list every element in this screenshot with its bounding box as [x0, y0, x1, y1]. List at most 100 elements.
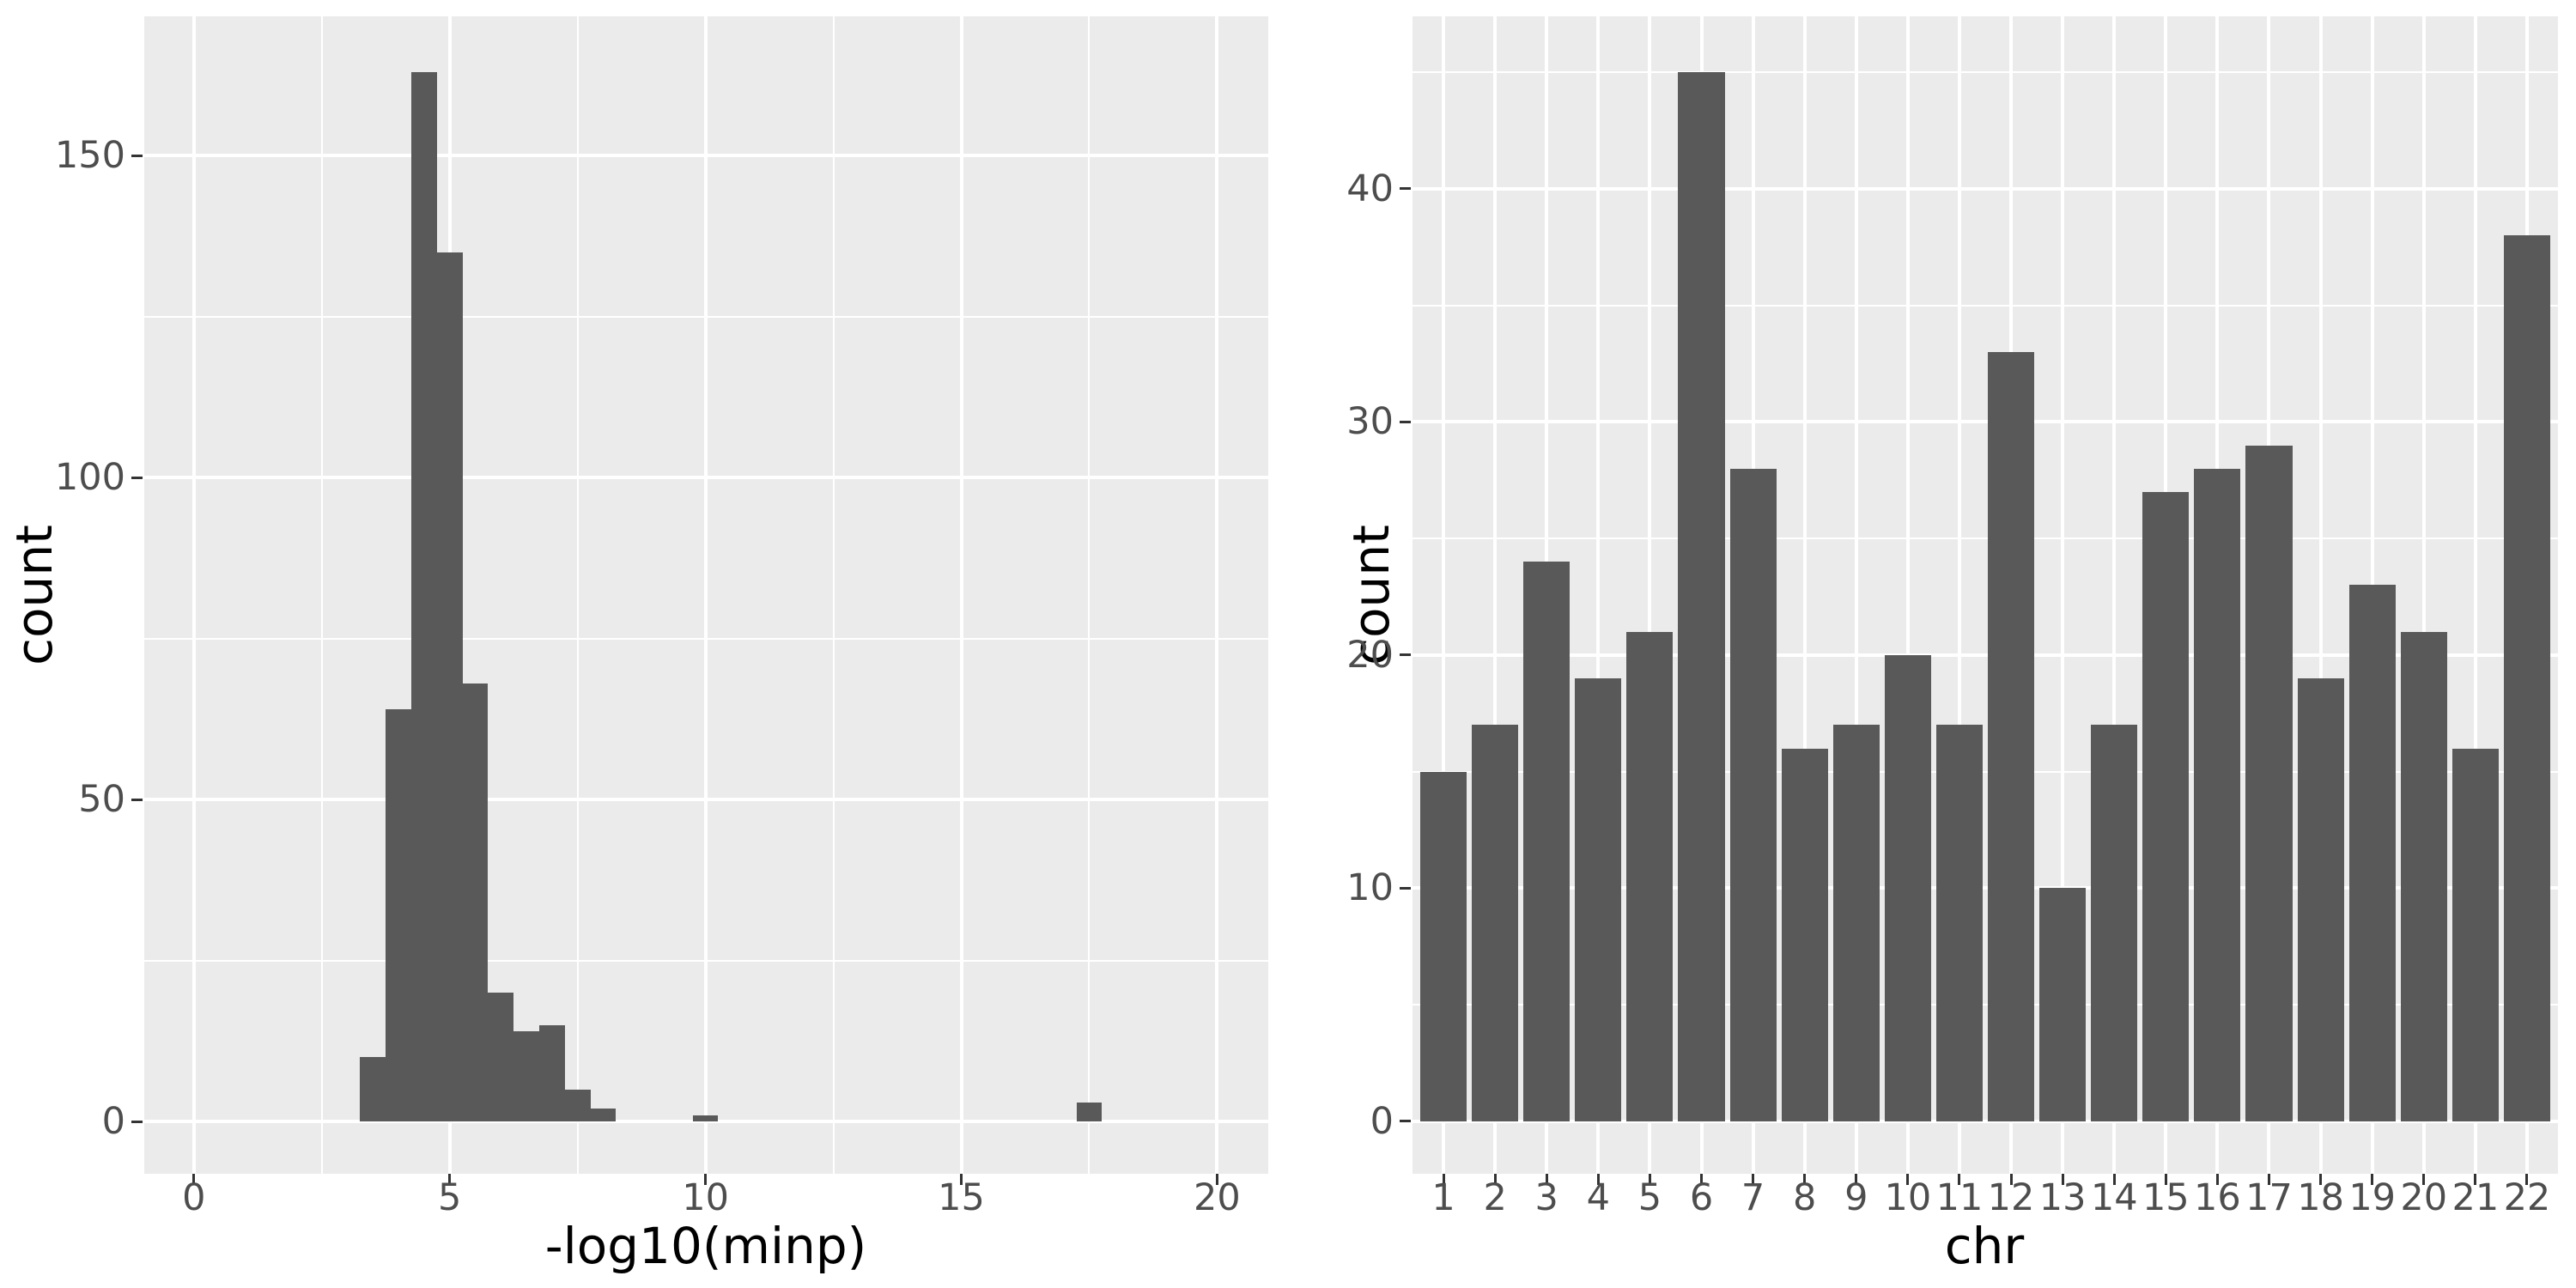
x-tick-mark [1906, 1174, 1910, 1185]
x-tick-label: 19 [2348, 1176, 2397, 1219]
x-tick-label: 20 [2400, 1176, 2448, 1219]
x-tick-label: 4 [1586, 1176, 1610, 1219]
x-tick-mark [1545, 1174, 1548, 1185]
x-minor-gridline [832, 16, 835, 1174]
x-major-gridline [1215, 16, 1219, 1174]
category-bar [1472, 725, 1519, 1121]
left-y-axis-title: count [5, 525, 64, 665]
x-tick-mark [704, 1174, 708, 1185]
x-tick-label: 21 [2451, 1176, 2500, 1219]
y-tick-label: 100 [54, 456, 125, 499]
y-minor-gridline [1413, 538, 2558, 540]
x-tick-label: 7 [1741, 1176, 1765, 1219]
x-tick-mark [2215, 1174, 2219, 1185]
x-major-gridline [2112, 16, 2117, 1174]
x-tick-mark [960, 1174, 963, 1185]
histogram-bar [386, 709, 411, 1121]
y-tick-label: 150 [54, 134, 125, 177]
x-tick-label: 15 [2142, 1176, 2190, 1219]
x-tick-mark [1752, 1174, 1755, 1185]
category-bar [2245, 445, 2293, 1121]
y-tick-label: 0 [1370, 1099, 1394, 1143]
x-tick-label: 1 [1431, 1176, 1455, 1219]
x-tick-mark [1803, 1174, 1807, 1185]
y-minor-gridline [1413, 304, 2558, 307]
x-tick-label: 5 [438, 1176, 462, 1219]
x-tick-mark [2319, 1174, 2323, 1185]
x-tick-mark [2525, 1174, 2529, 1185]
histogram-bar [360, 1057, 386, 1122]
x-major-gridline [1905, 16, 1910, 1174]
y-tick-mark [1400, 886, 1411, 890]
histogram-bar [411, 71, 437, 1122]
x-minor-gridline [576, 16, 579, 1174]
right-plot-panel [1413, 16, 2558, 1174]
category-bar [2348, 585, 2396, 1121]
histogram-bar [1076, 1102, 1103, 1122]
x-tick-label: 0 [182, 1176, 206, 1219]
y-minor-gridline [1413, 770, 2558, 773]
x-tick-mark [2009, 1174, 2013, 1185]
category-bar [1420, 771, 1467, 1121]
category-bar [1884, 654, 1931, 1121]
x-minor-gridline [320, 16, 323, 1174]
x-major-gridline [959, 16, 963, 1174]
category-bar [2297, 678, 2344, 1121]
y-major-gridline [1413, 653, 2558, 657]
left-plot-panel [144, 16, 1268, 1174]
y-tick-mark [131, 1120, 143, 1123]
y-major-gridline [1413, 886, 2558, 890]
y-tick-mark [1400, 420, 1411, 423]
x-tick-label: 11 [1935, 1176, 1984, 1219]
category-bar [1729, 468, 1777, 1121]
x-major-gridline [1802, 16, 1807, 1174]
y-tick-mark [1400, 1120, 1411, 1123]
y-major-gridline [1413, 420, 2558, 424]
x-tick-label: 8 [1792, 1176, 1817, 1219]
y-tick-mark [1400, 653, 1411, 657]
category-bar [1523, 562, 1571, 1121]
x-tick-mark [1855, 1174, 1858, 1185]
x-tick-mark [1958, 1174, 1961, 1185]
x-tick-label: 12 [1987, 1176, 2035, 1219]
left-x-axis-title: -log10(minp) [544, 1217, 867, 1275]
x-major-gridline [191, 16, 196, 1174]
y-major-gridline [1413, 1119, 2558, 1123]
histogram-bar [513, 1031, 539, 1122]
x-tick-label: 16 [2194, 1176, 2241, 1219]
x-tick-label: 9 [1844, 1176, 1868, 1219]
x-tick-mark [1215, 1174, 1218, 1185]
x-major-gridline [1493, 16, 1498, 1174]
x-tick-mark [2371, 1174, 2374, 1185]
x-tick-mark [2267, 1174, 2270, 1185]
y-tick-mark [1400, 187, 1411, 191]
category-bar [2091, 725, 2138, 1121]
x-tick-mark [2061, 1174, 2064, 1185]
y-tick-label: 50 [78, 778, 125, 822]
category-bar [1575, 678, 1622, 1121]
y-minor-gridline [1413, 1004, 2558, 1006]
x-tick-label: 5 [1637, 1176, 1662, 1219]
x-tick-label: 13 [2038, 1176, 2087, 1219]
x-major-gridline [1596, 16, 1601, 1174]
y-major-gridline [1413, 186, 2558, 191]
x-tick-label: 22 [2503, 1176, 2551, 1219]
x-major-gridline [2421, 16, 2426, 1174]
y-tick-label: 20 [1346, 633, 1394, 677]
x-tick-mark [1442, 1174, 1445, 1185]
y-tick-label: 30 [1346, 400, 1394, 444]
category-bar [1832, 725, 1880, 1121]
y-tick-mark [131, 154, 143, 157]
x-major-gridline [2061, 16, 2065, 1174]
x-tick-label: 2 [1483, 1176, 1507, 1219]
x-major-gridline [1648, 16, 1652, 1174]
x-tick-mark [2112, 1174, 2116, 1185]
y-minor-gridline [1413, 71, 2558, 74]
y-tick-label: 0 [101, 1100, 125, 1144]
x-tick-label: 14 [2090, 1176, 2138, 1219]
x-minor-gridline [1088, 16, 1091, 1174]
x-tick-label: 18 [2297, 1176, 2344, 1219]
x-major-gridline [1957, 16, 1961, 1174]
x-tick-label: 10 [1884, 1176, 1932, 1219]
